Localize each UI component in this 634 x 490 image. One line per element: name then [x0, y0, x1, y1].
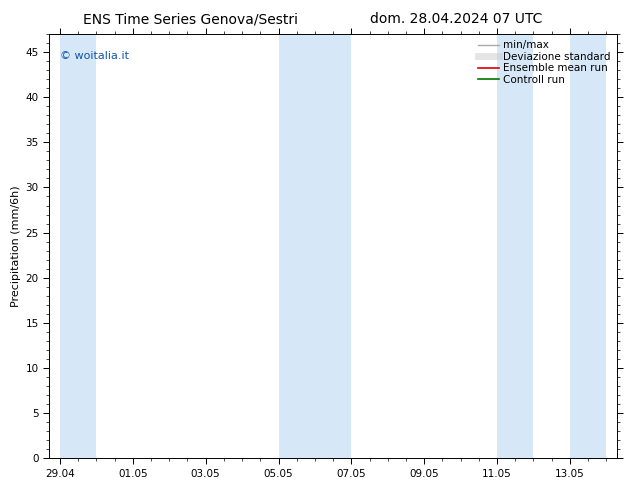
Text: ENS Time Series Genova/Sestri: ENS Time Series Genova/Sestri	[82, 12, 298, 26]
Y-axis label: Precipitation (mm/6h): Precipitation (mm/6h)	[11, 185, 22, 307]
Bar	[570, 34, 606, 458]
Bar	[60, 34, 96, 458]
Legend: min/max, Deviazione standard, Ensemble mean run, Controll run: min/max, Deviazione standard, Ensemble m…	[474, 36, 615, 89]
Bar	[278, 34, 315, 458]
Bar	[497, 34, 533, 458]
Text: dom. 28.04.2024 07 UTC: dom. 28.04.2024 07 UTC	[370, 12, 543, 26]
Bar	[315, 34, 351, 458]
Text: © woitalia.it: © woitalia.it	[60, 51, 129, 61]
